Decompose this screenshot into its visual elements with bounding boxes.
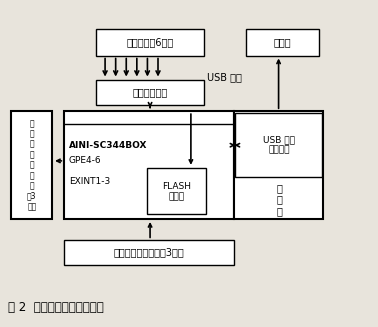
Text: 图 2  前置单元系统组成框图: 图 2 前置单元系统组成框图 xyxy=(8,301,103,314)
Text: EXINT1-3: EXINT1-3 xyxy=(69,177,110,186)
Bar xyxy=(234,111,323,219)
Text: 开
发
板: 开 发 板 xyxy=(276,183,282,216)
Text: AINI-SC344BOX: AINI-SC344BOX xyxy=(69,141,147,150)
Bar xyxy=(147,168,206,214)
Bar xyxy=(64,240,234,265)
Bar xyxy=(235,113,322,177)
Text: USB 传输: USB 传输 xyxy=(207,72,242,82)
Bar xyxy=(96,80,204,105)
Text: FLASH
存储器: FLASH 存储器 xyxy=(162,181,191,201)
Bar xyxy=(64,111,234,219)
Text: 电压过零检测电路（3组）: 电压过零检测电路（3组） xyxy=(114,248,185,258)
Text: 晶
闸
管
触
发
模
块
（3
组）: 晶 闸 管 触 发 模 块 （3 组） xyxy=(27,119,37,211)
Text: GPE4-6: GPE4-6 xyxy=(69,156,101,165)
Text: 现场采样（6路）: 现场采样（6路） xyxy=(127,38,174,47)
Bar xyxy=(96,29,204,56)
Text: 采样保持单元: 采样保持单元 xyxy=(133,87,168,97)
Text: USB 设备
端控制器: USB 设备 端控制器 xyxy=(263,135,295,154)
Text: 上位机: 上位机 xyxy=(274,38,291,47)
Bar xyxy=(246,29,319,56)
Bar xyxy=(11,111,52,219)
